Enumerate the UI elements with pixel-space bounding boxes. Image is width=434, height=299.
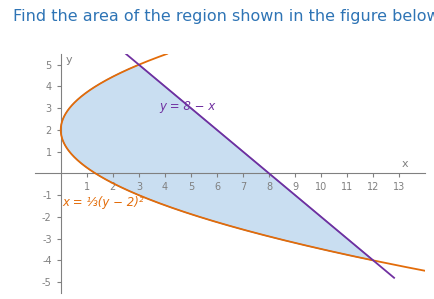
Text: x: x xyxy=(401,159,408,169)
Text: y: y xyxy=(66,55,72,65)
Text: x = ⅓(y − 2)²: x = ⅓(y − 2)² xyxy=(62,196,144,209)
Text: y = 8 − x: y = 8 − x xyxy=(160,100,216,113)
Text: Find the area of the region shown in the figure below.: Find the area of the region shown in the… xyxy=(13,9,434,24)
